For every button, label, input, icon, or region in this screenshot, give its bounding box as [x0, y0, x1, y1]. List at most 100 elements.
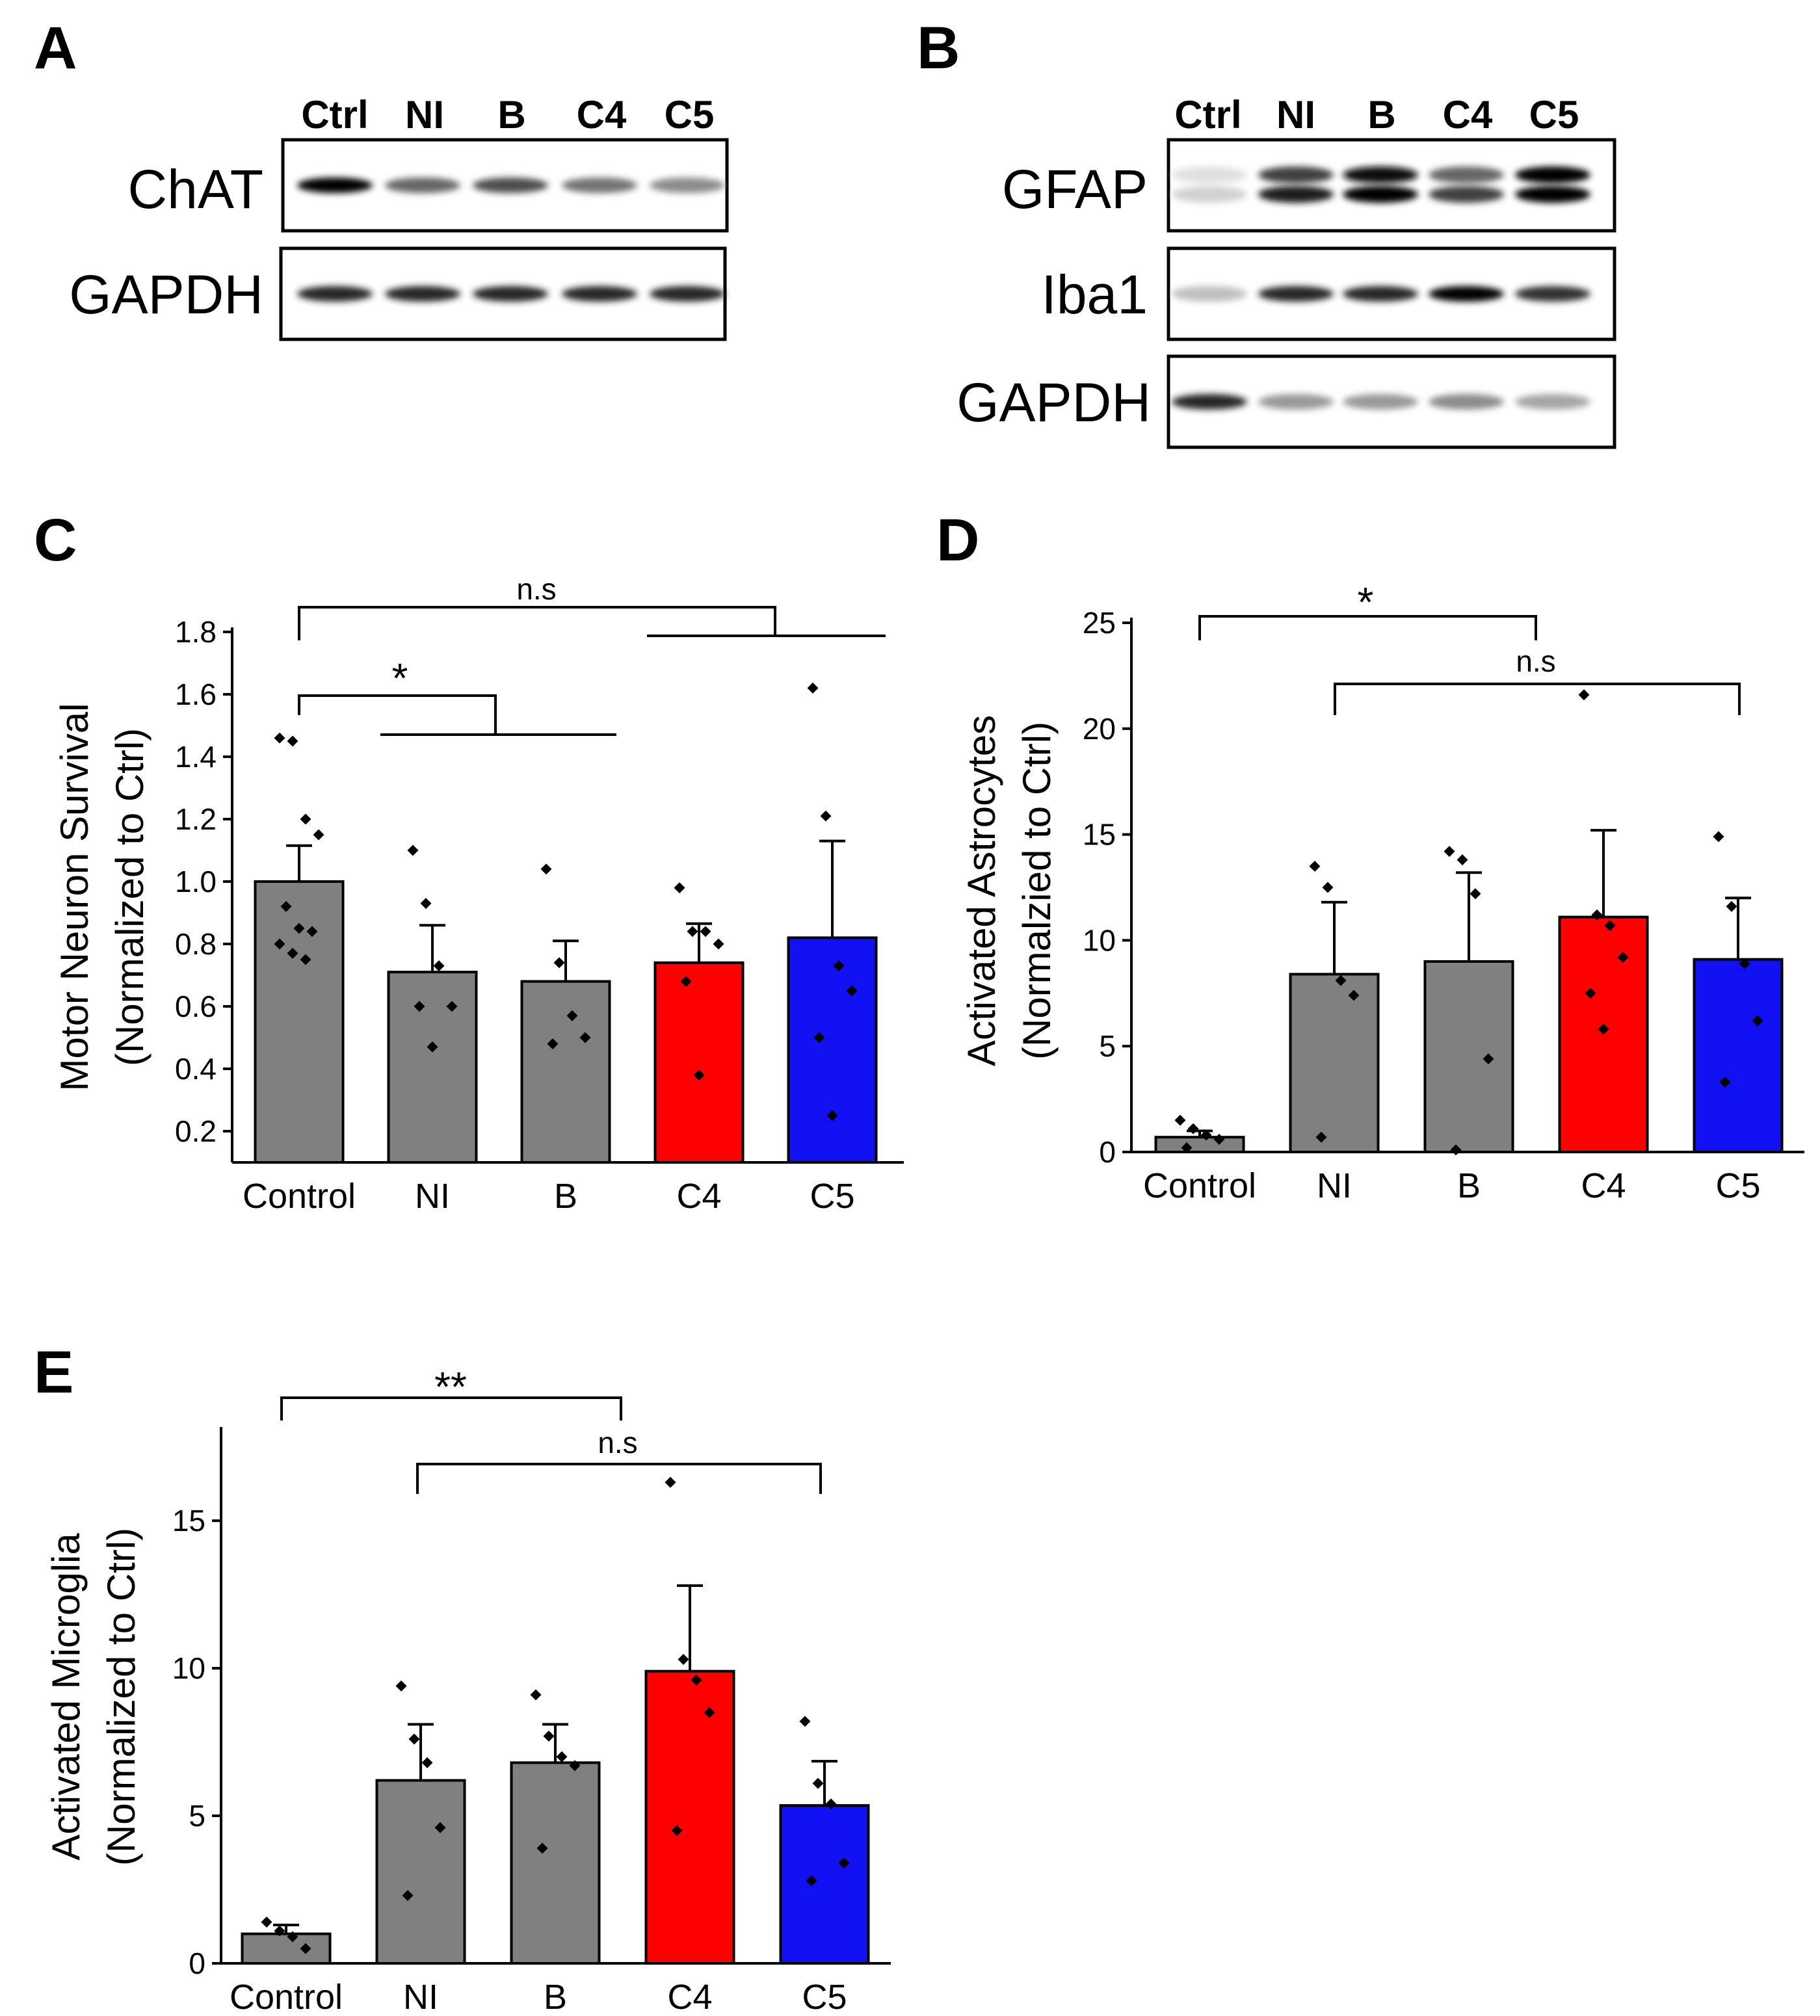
x-category-label: C5 [810, 1177, 854, 1216]
data-point [812, 1777, 824, 1789]
blot-a-lane-label: C4 [577, 93, 627, 137]
blot-b-row-label-gapdh: GAPDH [956, 372, 1151, 433]
blot-a-lane-label: Ctrl [301, 93, 368, 137]
data-point [1470, 888, 1481, 900]
x-category-label: NI [1317, 1166, 1352, 1205]
blot-b-lane-label: NI [1276, 93, 1315, 137]
blot-a-lane-label: NI [405, 93, 444, 137]
data-point [807, 682, 819, 694]
data-point [1200, 1129, 1212, 1141]
data-point [700, 926, 711, 937]
panel-letter-e: E [34, 1339, 73, 1406]
blot-b-iba1-band [1515, 286, 1590, 302]
blot-a-bands-gapdh [297, 286, 725, 302]
data-point [693, 1069, 705, 1081]
blot-b-lane-label: C5 [1529, 93, 1579, 137]
y-tick-label: 10 [1083, 923, 1116, 957]
blot-a-chat-band [385, 177, 460, 193]
x-category-label: B [554, 1177, 577, 1216]
blot-b-gapdh-band [1429, 394, 1504, 410]
data-point [825, 1798, 837, 1810]
data-point [1315, 1131, 1327, 1143]
blot-b-gfap-band [1515, 166, 1590, 183]
data-point [300, 813, 311, 825]
blot-b-gapdh-band [1515, 394, 1590, 410]
chart-c-ylabel-line1: Motor Neuron Survival [53, 703, 96, 1092]
data-point [674, 882, 685, 894]
data-point [395, 1680, 407, 1692]
chart-d-significance-star: * [1358, 579, 1374, 625]
x-category-label: Control [1143, 1166, 1256, 1205]
chart-c-significance-ns: n.s [516, 572, 556, 606]
panel-letter-c: C [34, 507, 77, 573]
blot-b-gfap-band [1258, 166, 1334, 183]
chart-e-significance-star: ** [434, 1363, 467, 1410]
data-point [434, 1822, 446, 1833]
blot-a-lane-label: C5 [665, 93, 715, 137]
data-point [540, 863, 552, 875]
chart-d-bracket-star [1198, 615, 1537, 640]
blot-a-row-label-gapdh: GAPDH [69, 264, 263, 325]
chart-e-significance-ns: n.s [598, 1426, 637, 1460]
chart-c-bracket-star [298, 694, 616, 736]
y-tick-label: 0.4 [175, 1052, 217, 1086]
blot-b-row-label-gfap: GFAP [1002, 159, 1148, 220]
data-point [1348, 989, 1360, 1001]
data-point [1713, 831, 1724, 843]
y-tick-label: 0.2 [175, 1114, 217, 1148]
blot-b-gfap-band [1172, 166, 1247, 183]
blot-b-gfap-band [1343, 186, 1418, 203]
panel-d: D Activated Astrocytes (Normalzied to Ct… [936, 507, 1804, 1205]
blot-b-iba1-band [1258, 286, 1334, 302]
panel-b: B Ctrl NI B C4 C5 GFAP Iba1 GAPDH [917, 15, 1616, 449]
blot-b-bands-iba1 [1172, 286, 1590, 302]
data-point [1213, 1133, 1225, 1145]
data-point [1444, 846, 1455, 857]
data-point [421, 1757, 433, 1768]
x-category-label: NI [403, 1978, 438, 2016]
data-point [1457, 854, 1468, 866]
blot-b-lane-label: C4 [1443, 93, 1493, 137]
x-category-label: Control [243, 1177, 356, 1216]
blot-b-lane-label: Ctrl [1174, 93, 1241, 137]
y-tick-label: 1.4 [175, 740, 217, 774]
chart-e-bracket-ns [416, 1463, 822, 1494]
bar-c4 [644, 1669, 735, 1965]
data-point [1450, 1144, 1462, 1156]
blot-b-gfap-band [1258, 186, 1334, 203]
data-point [704, 1707, 715, 1718]
y-tick-label: 20 [1083, 712, 1116, 746]
chart-d-plot-area: 0 5 10 15 20 25 Control NI B C4 C5 [1083, 606, 1804, 1205]
blot-a-lane-label: B [497, 93, 525, 137]
data-point [813, 1032, 825, 1043]
blot-b-iba1-band [1343, 286, 1418, 302]
x-category-label: C4 [1581, 1166, 1626, 1205]
y-tick-label: 15 [172, 1504, 205, 1538]
chart-e-bracket-star [280, 1396, 622, 1420]
y-tick-label: 0 [189, 1946, 205, 1980]
x-category-label: C5 [1715, 1166, 1760, 1205]
data-point [569, 1760, 581, 1772]
data-point [1726, 900, 1737, 912]
chart-e-ylabel-line1: Activated Microglia [44, 1533, 88, 1861]
blot-b-gapdh-band [1343, 394, 1418, 410]
blot-a-row-label-chat: ChAT [128, 159, 263, 220]
data-point [838, 1857, 850, 1869]
data-point [530, 1689, 542, 1701]
blot-a-gapdh-band [297, 286, 373, 302]
chart-d-significance-ns: n.s [1516, 644, 1555, 678]
data-point [402, 1890, 414, 1902]
blot-b-row-label-iba1: Iba1 [1042, 264, 1148, 325]
blot-b-gfap-band [1429, 166, 1504, 183]
data-point [566, 1010, 578, 1021]
data-point [687, 926, 698, 937]
data-point [579, 1032, 591, 1043]
data-point [713, 938, 724, 950]
data-point [833, 960, 845, 972]
blot-a-chat-band [650, 177, 725, 193]
data-point [1174, 1114, 1186, 1126]
bar-ni [1289, 973, 1380, 1153]
blot-a-chat-band [562, 177, 637, 193]
blot-a-gapdh-band [650, 286, 725, 302]
